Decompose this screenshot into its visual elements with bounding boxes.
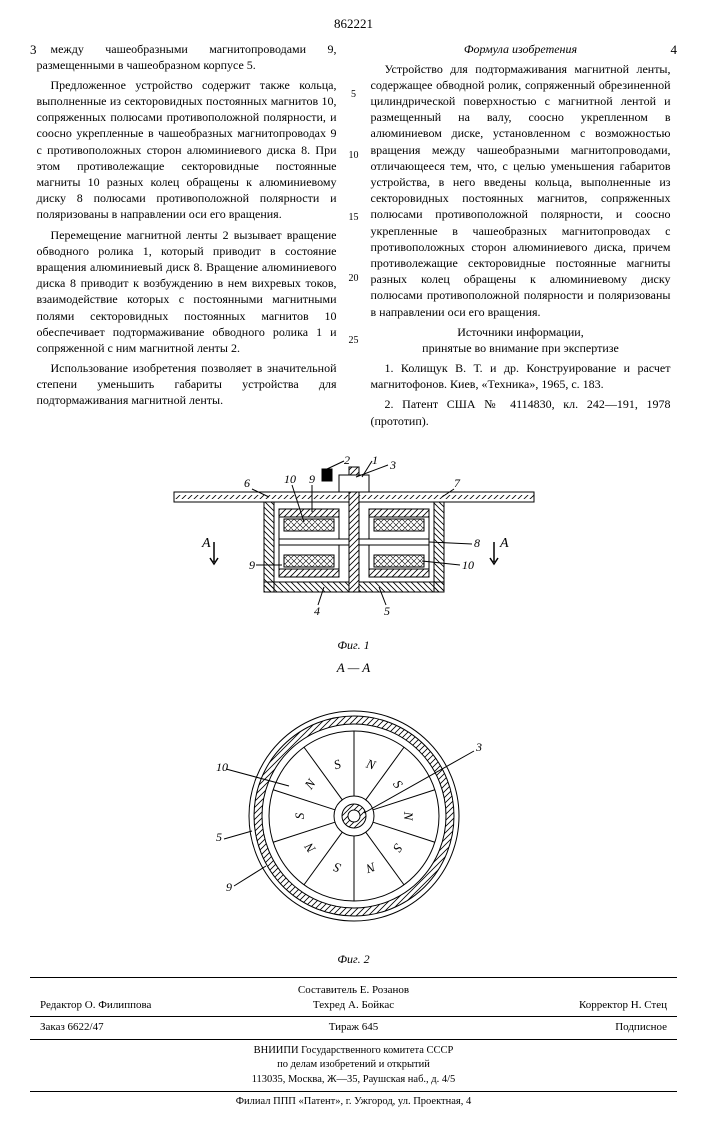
page-number-right: 4 [671, 41, 678, 59]
footer-org2: по делам изобретений и открытий [277, 1059, 430, 1070]
line-num: 25 [349, 334, 359, 348]
fig2-label: Фиг. 2 [30, 951, 677, 967]
footer-compiler: Составитель Е. Розанов [30, 983, 677, 998]
para: Использование изобретения позволяет в зн… [37, 360, 337, 409]
callout-9: 9 [226, 880, 232, 894]
callout-2: 2 [344, 453, 350, 467]
footer-order-row: Заказ 6622/47 Тираж 645 Подписное [30, 1016, 677, 1039]
callout-4: 4 [314, 604, 320, 618]
right-column: Формула изобретения Устройство для подто… [371, 41, 671, 433]
callout-3: 3 [389, 458, 396, 472]
callout-3: 3 [475, 740, 482, 754]
callout-7: 7 [454, 476, 461, 490]
callout-10b: 10 [462, 558, 474, 572]
refs-title: Источники информации, принятые во вниман… [371, 324, 671, 356]
callout-9: 9 [309, 472, 315, 486]
fig2-title: A — A [30, 659, 677, 677]
footer-addr: 113035, Москва, Ж—35, Раушская наб., д. … [252, 1074, 456, 1085]
footer-branch: Филиал ППП «Патент», г. Ужгород, ул. Про… [30, 1091, 677, 1109]
formula-title: Формула изобретения [371, 41, 671, 57]
callout-6: 6 [244, 476, 250, 490]
para: между чашеобразными магнитопроводами 9, … [37, 41, 337, 73]
callout-5: 5 [216, 830, 222, 844]
ref-item: 1. Колищук В. Т. и др. Конструирование и… [371, 360, 671, 392]
callout-5: 5 [384, 604, 390, 618]
fig1-label: Фиг. 1 [30, 637, 677, 653]
sector-label: S [292, 812, 307, 819]
footer-subscription: Подписное [460, 1020, 667, 1035]
ref-item: 2. Патент США № 4114830, кл. 242—191, 19… [371, 396, 671, 428]
callout-8: 8 [474, 536, 480, 550]
line-numbers: 5 10 15 20 25 [347, 41, 361, 433]
footer-org1: ВНИИПИ Государственного комитета СССР [254, 1045, 454, 1056]
callout-10: 10 [284, 472, 296, 486]
figure-1-diagram: A A 2 1 3 6 10 9 7 8 10 4 5 9 [144, 447, 564, 627]
line-num: 20 [349, 272, 359, 286]
callout-1: 1 [372, 453, 378, 467]
footer-org: ВНИИПИ Государственного комитета СССР по… [30, 1039, 677, 1087]
two-columns: между чашеобразными магнитопроводами 9, … [37, 41, 671, 433]
footer: Составитель Е. Розанов Редактор О. Филип… [30, 977, 677, 1109]
footer-tirage: Тираж 645 [250, 1020, 457, 1035]
footer-credits-row: Редактор О. Филиппова Техред А. Бойкас К… [30, 998, 677, 1017]
para: Предложенное устройство содержит также к… [37, 77, 337, 223]
sector-label: N [401, 810, 416, 821]
callout-9b: 9 [249, 558, 255, 572]
footer-order: Заказ 6622/47 [40, 1020, 247, 1035]
para: Перемещение магнитной ленты 2 вызывает в… [37, 227, 337, 357]
claim-text: Устройство для подтормаживания магнитной… [371, 61, 671, 320]
text-row: 3 между чашеобразными магнитопроводами 9… [30, 41, 677, 433]
section-a-left: A [201, 536, 211, 551]
patent-number: 862221 [30, 15, 677, 33]
left-column: между чашеобразными магнитопроводами 9, … [37, 41, 337, 433]
line-num: 15 [349, 211, 359, 225]
line-num: 5 [351, 88, 356, 102]
figure-2-diagram: N S N S N S N S N S 10 5 9 3 [204, 691, 504, 941]
callout-10: 10 [216, 760, 228, 774]
section-a-right: A [499, 536, 509, 551]
patent-page: 862221 3 между чашеобразными магнитопров… [0, 0, 707, 1134]
line-num: 10 [349, 149, 359, 163]
